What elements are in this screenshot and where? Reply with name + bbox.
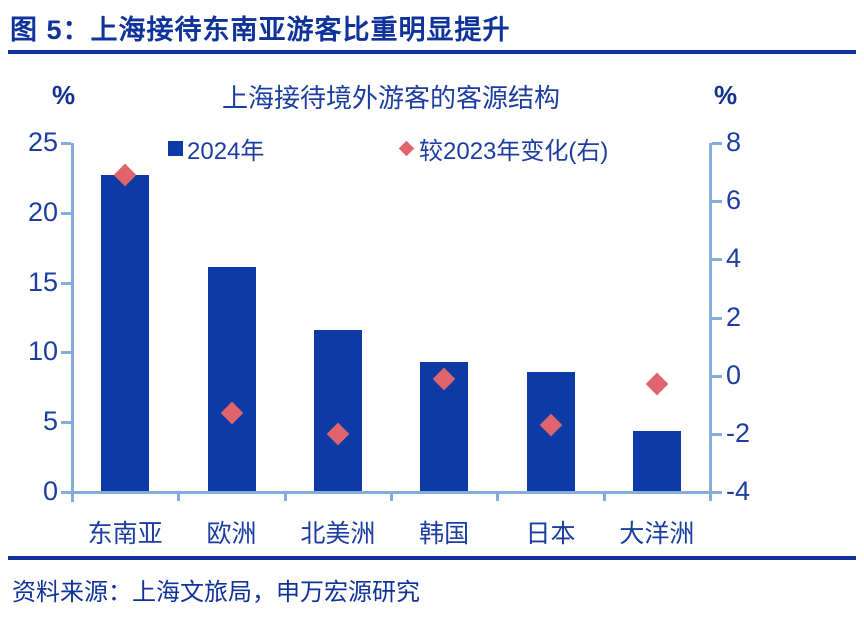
right-axis-tick xyxy=(712,316,722,320)
left-axis-tick xyxy=(61,142,71,145)
bar-2 xyxy=(313,330,362,491)
left-axis-tick-label-4: 20 xyxy=(27,196,58,227)
footer-divider xyxy=(8,556,856,560)
x-axis-tick xyxy=(177,492,181,501)
x-axis-tick xyxy=(602,492,606,501)
x-axis-tick xyxy=(496,492,500,501)
right-axis-tick xyxy=(712,258,722,262)
legend-label-bars: 2024年 xyxy=(187,138,265,165)
diamond-5 xyxy=(645,373,669,396)
chart-title: 上海接待境外游客的客源结构 xyxy=(221,83,560,113)
bar-series-swatch-icon xyxy=(168,141,183,156)
bar-0 xyxy=(101,175,150,491)
right-axis-tick-label-3: 2 xyxy=(726,301,742,332)
right-axis-tick-label-5: 6 xyxy=(726,185,742,216)
left-axis-tick-label-2: 10 xyxy=(27,336,58,367)
legend-item-bars: 2024年 xyxy=(168,131,264,166)
x-category-label-1: 欧洲 xyxy=(206,520,257,548)
left-axis-tick xyxy=(61,421,71,425)
left-axis-tick-label-5: 25 xyxy=(27,127,58,157)
right-axis-line xyxy=(709,143,712,492)
right-axis-tick xyxy=(712,432,722,436)
left-axis-tick-label-0: 0 xyxy=(42,476,58,506)
bar-1 xyxy=(207,267,256,491)
legend-item-diamonds: 较2023年变化(右) xyxy=(398,131,608,166)
x-axis-tick xyxy=(283,492,287,501)
x-category-label-0: 东南亚 xyxy=(87,520,163,548)
right-axis-tick-label-2: 0 xyxy=(726,359,742,390)
left-axis-line xyxy=(71,143,74,502)
figure-title: 图 5：上海接待东南亚游客比重明显提升 xyxy=(10,15,511,45)
right-axis-tick-label-6: 8 xyxy=(726,127,742,157)
right-axis-tick xyxy=(712,142,722,145)
left-axis-unit: % xyxy=(52,80,76,110)
x-axis-tick xyxy=(709,492,712,501)
x-category-label-3: 韩国 xyxy=(419,520,470,548)
legend-label-diamonds: 较2023年变化(右) xyxy=(419,138,609,165)
x-category-label-4: 日本 xyxy=(525,520,576,548)
right-axis-tick xyxy=(712,491,722,494)
right-axis-unit: % xyxy=(714,80,738,110)
x-category-label-2: 北美洲 xyxy=(300,520,376,548)
title-divider xyxy=(8,50,856,54)
left-axis-tick xyxy=(61,491,71,494)
right-axis-tick-label-0: -4 xyxy=(726,476,751,506)
x-category-label-5: 大洋洲 xyxy=(619,520,695,548)
diamond-series-swatch-icon xyxy=(398,140,415,157)
source-note: 资料来源：上海文旅局，申万宏源研究 xyxy=(12,579,420,606)
left-axis-tick xyxy=(61,281,71,285)
left-axis-tick xyxy=(61,211,71,215)
left-axis-tick-label-3: 15 xyxy=(27,266,58,297)
left-axis-tick xyxy=(61,351,71,355)
right-axis-tick xyxy=(712,200,722,204)
left-axis-tick-label-1: 5 xyxy=(42,406,58,437)
x-axis-tick xyxy=(71,492,74,501)
x-axis-tick xyxy=(390,492,393,501)
right-axis-tick xyxy=(712,374,722,378)
right-axis-tick-label-1: -2 xyxy=(726,417,751,448)
bar-5 xyxy=(632,430,681,491)
right-axis-tick-label-4: 4 xyxy=(726,243,742,274)
